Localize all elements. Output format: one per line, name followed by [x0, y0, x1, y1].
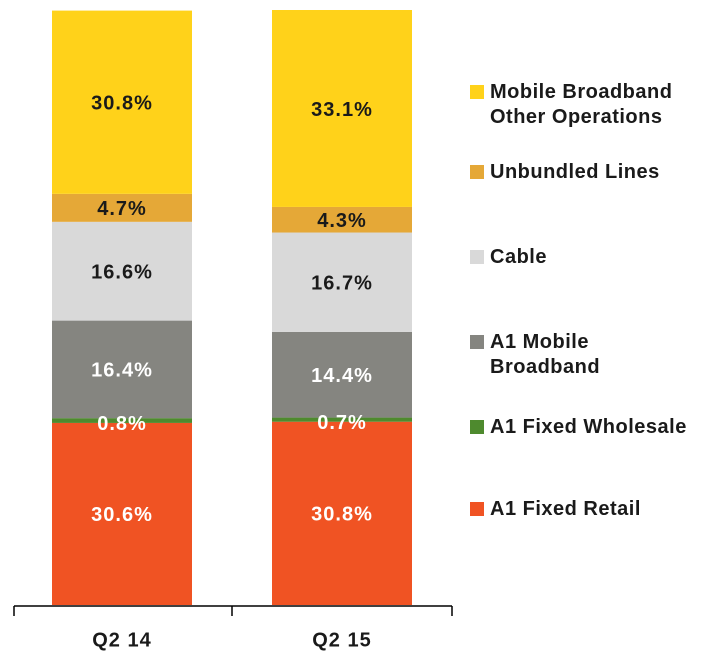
bar-segment	[52, 418, 192, 423]
bar-segment	[52, 221, 192, 321]
legend-item: A1 Fixed Retail	[470, 497, 710, 522]
data-label: 16.4%	[91, 360, 153, 382]
data-label: 30.8%	[311, 504, 373, 526]
data-label: 0.7%	[317, 412, 367, 434]
bar-segment	[52, 320, 192, 419]
legend-label: Cable	[490, 246, 547, 268]
legend-item: Mobile Broadband Other Operations	[470, 80, 710, 130]
bar-segment	[272, 421, 412, 605]
legend-item: A1 Fixed Wholesale	[470, 415, 710, 440]
bar-segment	[52, 10, 192, 194]
bar-segment	[272, 10, 412, 207]
legend-swatch	[470, 335, 484, 349]
bar-segment	[272, 206, 412, 233]
data-label: 30.8%	[91, 93, 153, 115]
data-label: 4.3%	[317, 210, 367, 232]
legend-label: A1 Fixed Wholesale	[490, 416, 687, 438]
data-label: 4.7%	[97, 198, 147, 220]
data-label: 30.6%	[91, 504, 153, 526]
legend-swatch	[470, 502, 484, 516]
bar-segment	[272, 331, 412, 418]
data-label: 14.4%	[311, 365, 373, 387]
x-tick-label: Q2 15	[312, 629, 371, 651]
legend-item: Unbundled Lines	[470, 160, 710, 185]
bar-segment	[52, 422, 192, 605]
legend-item: A1 Mobile Broadband	[470, 330, 710, 380]
legend-label: A1 Mobile Broadband	[490, 331, 601, 378]
bar-segment	[272, 232, 412, 332]
data-label: 0.8%	[97, 413, 147, 435]
data-label: 16.7%	[311, 272, 373, 294]
legend-label: A1 Fixed Retail	[490, 498, 641, 520]
legend-item: Cable	[470, 245, 710, 270]
bar-segment	[52, 193, 192, 222]
legend-swatch	[470, 165, 484, 179]
data-label: 16.6%	[91, 261, 153, 283]
data-label: 33.1%	[311, 99, 373, 121]
legend-label: Unbundled Lines	[490, 161, 660, 183]
legend-swatch	[470, 420, 484, 434]
legend-swatch	[470, 250, 484, 264]
legend-swatch	[470, 85, 484, 99]
bar-segment	[272, 417, 412, 422]
x-tick-label: Q2 14	[92, 629, 151, 651]
legend-label: Mobile Broadband Other Operations	[490, 81, 673, 128]
